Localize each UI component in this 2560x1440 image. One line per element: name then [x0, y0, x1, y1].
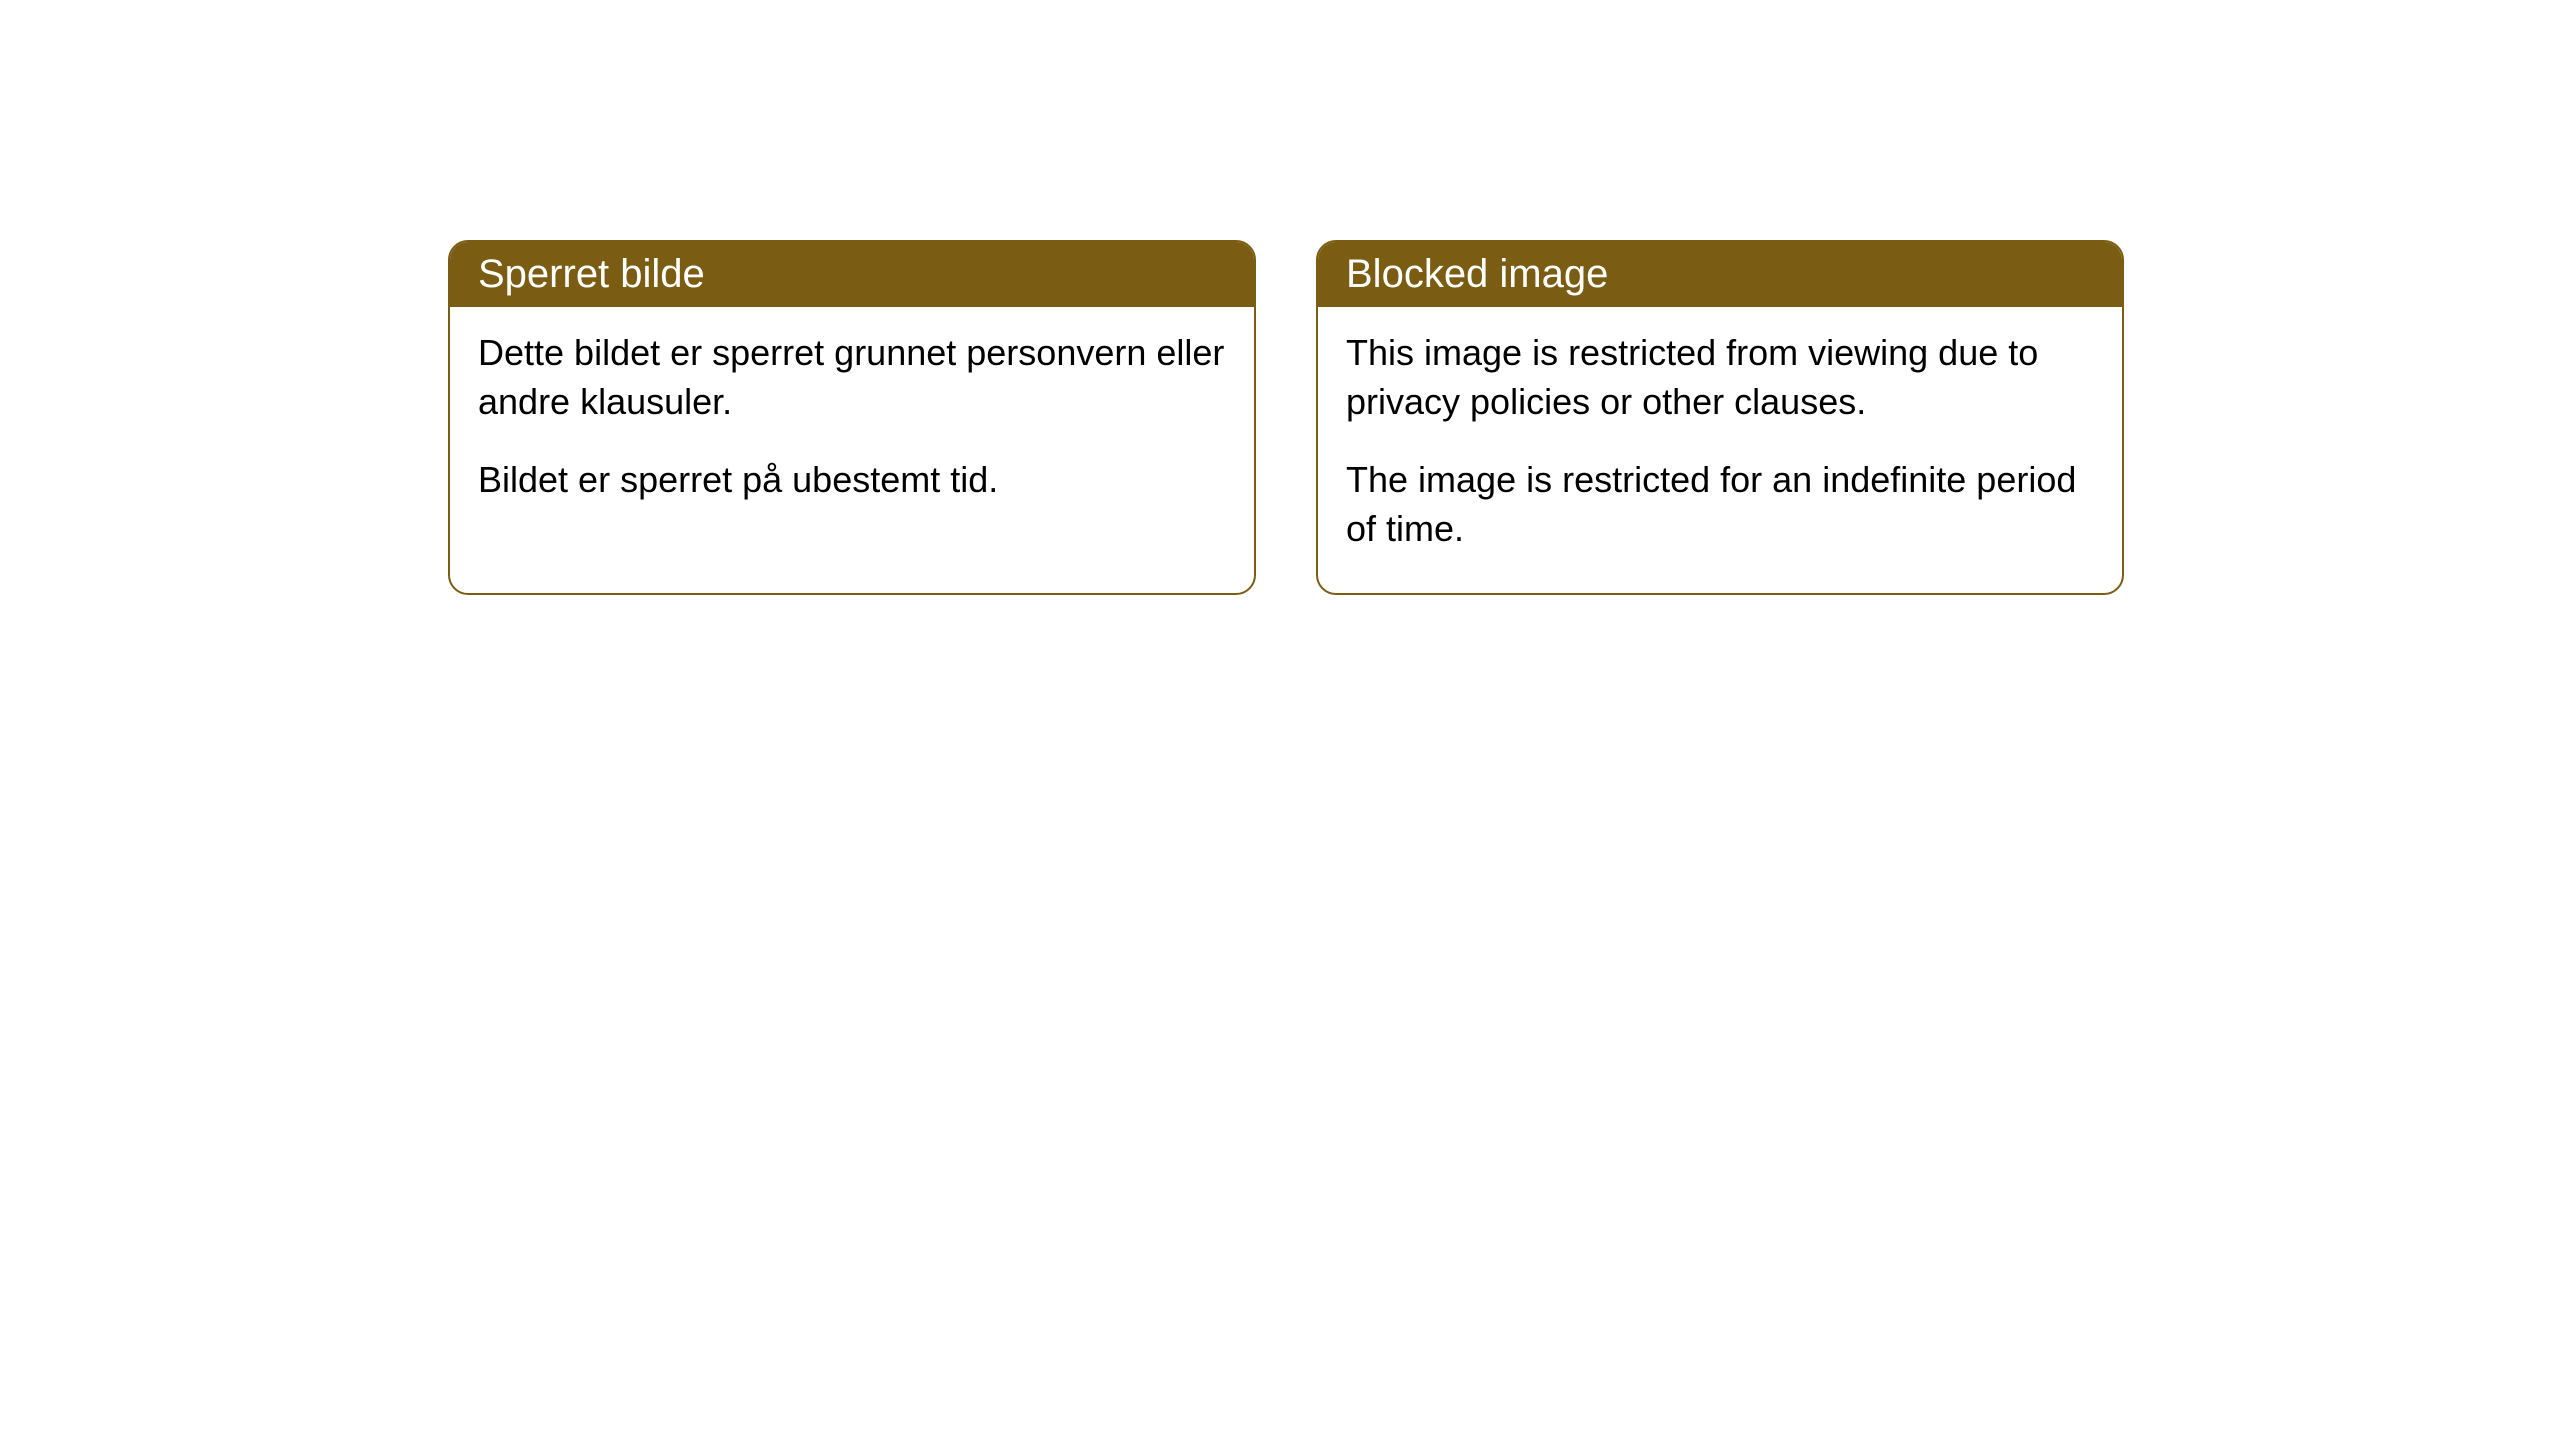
card-body-english: This image is restricted from viewing du…: [1318, 307, 2122, 593]
card-body-norwegian: Dette bildet er sperret grunnet personve…: [450, 307, 1254, 545]
card-header-english: Blocked image: [1318, 242, 2122, 307]
card-paragraph1-english: This image is restricted from viewing du…: [1346, 329, 2094, 426]
blocked-card-english: Blocked image This image is restricted f…: [1316, 240, 2124, 595]
card-title-norwegian: Sperret bilde: [478, 252, 705, 296]
card-title-english: Blocked image: [1346, 252, 1608, 296]
card-header-norwegian: Sperret bilde: [450, 242, 1254, 307]
card-paragraph2-norwegian: Bildet er sperret på ubestemt tid.: [478, 456, 1226, 505]
card-paragraph2-english: The image is restricted for an indefinit…: [1346, 456, 2094, 553]
blocked-card-norwegian: Sperret bilde Dette bildet er sperret gr…: [448, 240, 1256, 595]
card-paragraph1-norwegian: Dette bildet er sperret grunnet personve…: [478, 329, 1226, 426]
cards-container: Sperret bilde Dette bildet er sperret gr…: [448, 240, 2124, 595]
